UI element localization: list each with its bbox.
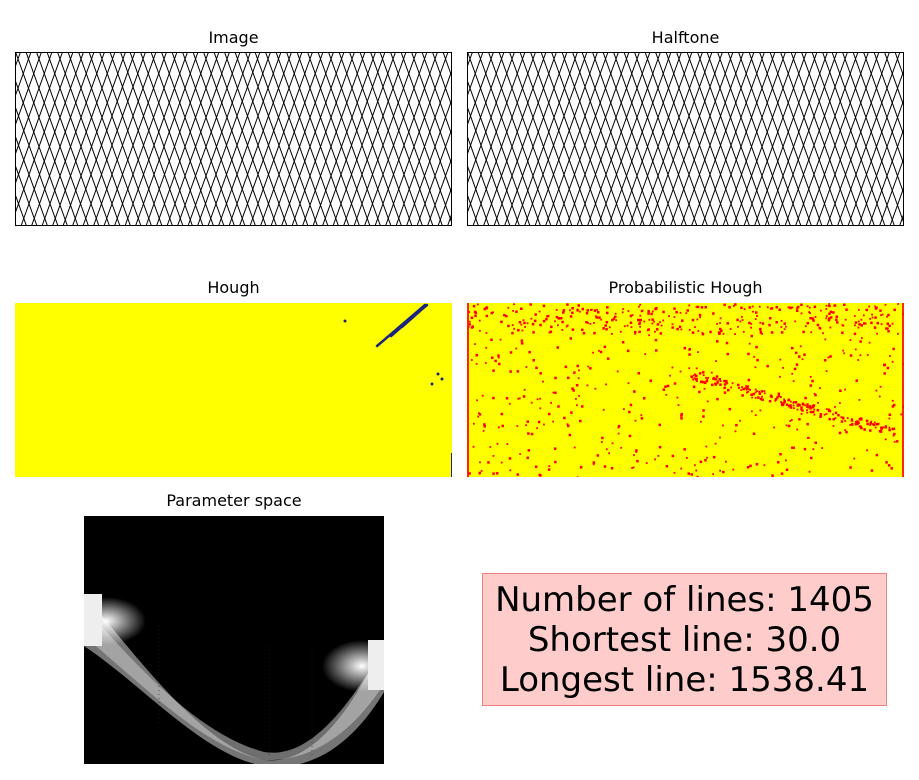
probabilistic-hough-panel-title: Probabilistic Hough	[608, 278, 763, 297]
longest-line-text: Longest line: 1538.41	[499, 659, 870, 700]
hough-panel	[15, 303, 452, 477]
image-panel-title: Image	[208, 28, 259, 47]
shortest-line-text: Shortest line: 30.0	[527, 619, 842, 660]
halftone-line-pattern	[467, 52, 904, 226]
line-statistics-box: Number of lines: 1405 Shortest line: 30.…	[482, 573, 887, 706]
parameter-space-panel-title: Parameter space	[166, 491, 302, 510]
image-panel	[15, 52, 452, 226]
probabilistic-hough-panel	[467, 303, 904, 477]
hough-panel-title: Hough	[207, 278, 260, 297]
hough-detection-map	[15, 303, 452, 477]
parameter-space-panel	[84, 516, 384, 764]
parameter-space-accumulator	[84, 516, 384, 764]
image-line-pattern	[15, 52, 452, 226]
halftone-panel-title: Halftone	[651, 28, 720, 47]
probabilistic-hough-map	[467, 303, 904, 477]
number-of-lines-text: Number of lines: 1405	[495, 579, 874, 620]
halftone-panel	[467, 52, 904, 226]
